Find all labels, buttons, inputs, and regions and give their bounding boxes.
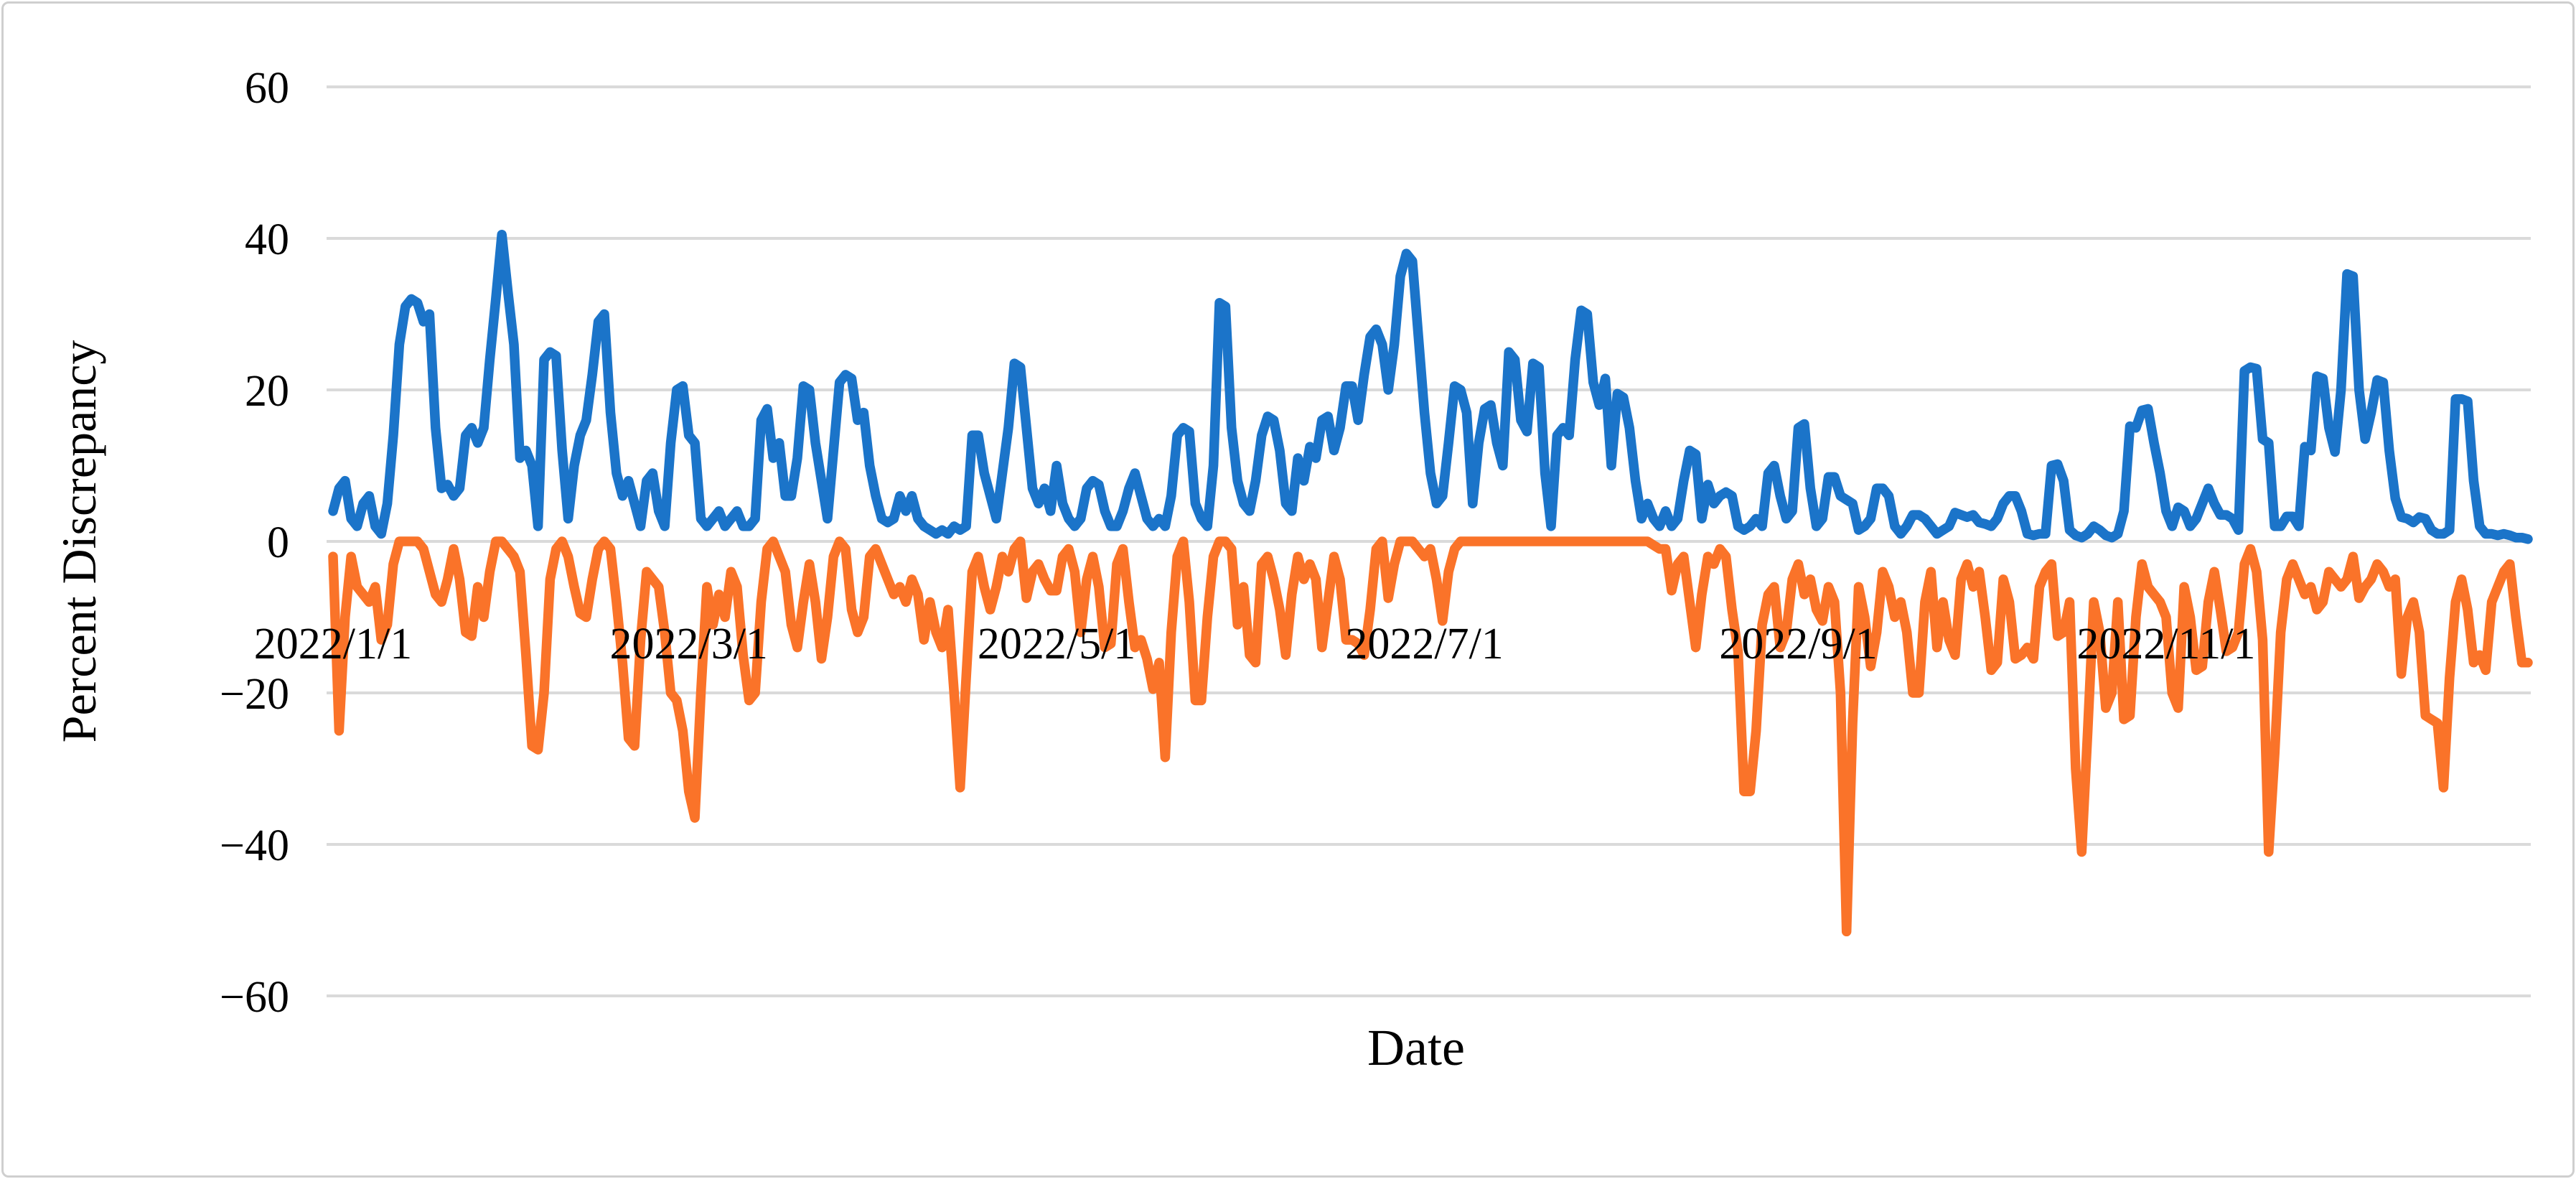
blue_series-line xyxy=(328,229,2533,544)
y-tick-label-60: 60 xyxy=(245,64,289,113)
y-tick-label-40: 40 xyxy=(245,215,289,264)
x-tick-label-2022-1-1: 2022/1/1 xyxy=(254,620,412,668)
y-tick-label--60: −60 xyxy=(220,973,289,1022)
x-axis-tick-labels: 2022/1/1 2022/3/1 2022/5/1 2022/7/1 2022/9/1… xyxy=(254,620,2256,668)
y-axis-title: Percent Discrepancy xyxy=(52,340,106,743)
x-tick-label-2022-11-1: 2022/11/1 xyxy=(2076,620,2255,668)
x-tick-label-2022-3-1: 2022/3/1 xyxy=(609,620,767,668)
x-tick-label-2022-7-1: 2022/7/1 xyxy=(1345,620,1503,668)
y-tick-label-0: 0 xyxy=(267,518,289,567)
x-tick-label-2022-5-1: 2022/5/1 xyxy=(978,620,1135,668)
discrepancy-line-chart: 60 40 20 0 −20 −40 −60 2022/1/1 2022/3/1 2022/5/… xyxy=(52,64,2533,1076)
gridlines xyxy=(327,85,2531,997)
y-tick-label--20: −20 xyxy=(220,670,289,719)
y-tick-label-20: 20 xyxy=(245,367,289,416)
y-axis-tick-labels: 60 40 20 0 −20 −40 −60 xyxy=(220,64,289,1022)
x-axis-title: Date xyxy=(1367,1019,1465,1076)
series-lines xyxy=(328,229,2533,937)
orange_series-line xyxy=(328,536,2533,937)
y-tick-label--40: −40 xyxy=(220,821,289,870)
x-tick-label-2022-9-1: 2022/9/1 xyxy=(1719,620,1877,668)
